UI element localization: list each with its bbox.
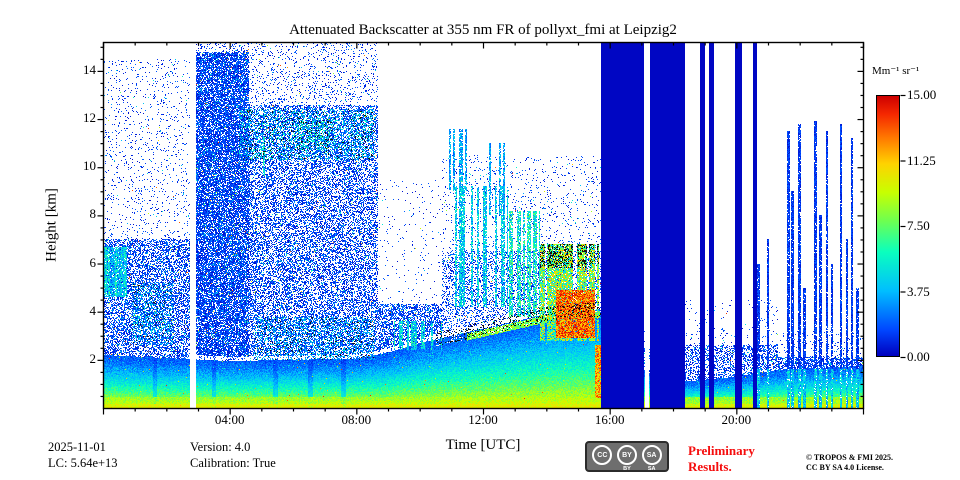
cc-circle-icon: CC xyxy=(592,445,613,465)
sa-sublabel: SA xyxy=(647,466,656,472)
calibration-label: Calibration: True xyxy=(190,456,276,470)
copyright-line2: CC BY SA 4.0 License. xyxy=(806,463,884,472)
by-icon: BY BY xyxy=(616,445,637,472)
colorbar-tick-label: 11.25 xyxy=(907,152,936,168)
y-tick-label: 10 xyxy=(83,158,96,174)
y-tick-label: 14 xyxy=(83,61,96,77)
x-tick-label: 12:00 xyxy=(468,412,498,427)
y-tick-label: 12 xyxy=(83,110,96,126)
colorbar xyxy=(876,95,900,357)
preliminary-results-line1: Preliminary xyxy=(688,443,755,458)
colorbar-tick-label: 3.75 xyxy=(907,283,930,299)
cc-icon: CC xyxy=(592,445,613,465)
y-tick-label: 6 xyxy=(89,254,97,270)
colorbar-units-label: Mm⁻¹ sr⁻¹ xyxy=(872,65,920,77)
x-tick-label: 08:00 xyxy=(341,412,372,427)
y-tick-label: 8 xyxy=(89,206,97,222)
x-axis-label: Time [UTC] xyxy=(445,437,521,453)
lc-label: LC: 5.64e+13 xyxy=(48,456,118,470)
preliminary-results-line2: Results. xyxy=(688,459,732,474)
plot-title: Attenuated Backscatter at 355 nm FR of p… xyxy=(289,22,677,38)
by-sublabel: BY xyxy=(623,466,631,472)
colorbar-tick-label: 0.00 xyxy=(907,349,930,364)
x-tick-label: 16:00 xyxy=(594,412,625,427)
backscatter-heatmap-canvas xyxy=(103,42,863,408)
copyright-line1: © TROPOS & FMI 2025. xyxy=(806,453,893,462)
date-label: 2025-11-01 xyxy=(48,440,106,454)
sa-icon: SA SA xyxy=(641,445,662,472)
y-tick-label: 2 xyxy=(89,350,97,366)
sa-circle-icon: SA xyxy=(641,445,662,465)
x-tick-label: 20:00 xyxy=(721,412,752,427)
cc-by-sa-license-badge: CC BY BY SA SA xyxy=(585,441,669,472)
by-circle-icon: BY xyxy=(616,445,637,465)
version-label: Version: 4.0 xyxy=(190,440,251,454)
x-tick-label: 04:00 xyxy=(214,412,245,427)
colorbar-tick-label: 15.00 xyxy=(907,87,937,102)
colorbar-tick-label: 7.50 xyxy=(907,218,930,233)
y-axis-label: Height [km] xyxy=(43,188,60,262)
y-tick-label: 4 xyxy=(89,302,97,318)
